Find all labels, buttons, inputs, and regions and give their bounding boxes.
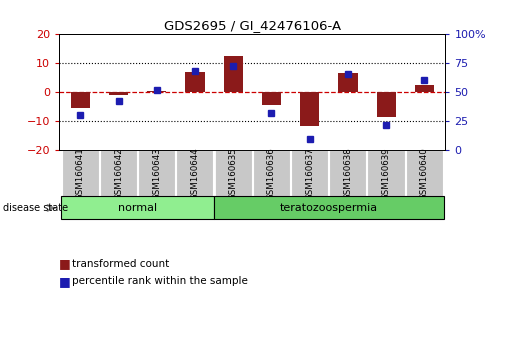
Bar [214,196,443,219]
Bar [300,92,319,126]
Bar [176,150,213,196]
Bar [214,150,252,196]
Bar [329,150,366,196]
Text: normal: normal [118,203,157,213]
Text: ■: ■ [59,257,71,270]
Bar [100,150,137,196]
Text: GSM160642: GSM160642 [114,147,123,200]
Bar [224,56,243,92]
Bar [147,91,166,92]
Bar [61,196,214,219]
Text: GSM160637: GSM160637 [305,147,314,200]
Bar [61,150,98,196]
Text: percentile rank within the sample: percentile rank within the sample [72,276,248,286]
Text: GSM160641: GSM160641 [76,147,85,200]
Bar [291,150,328,196]
Text: GSM160640: GSM160640 [420,147,429,200]
Bar [415,85,434,92]
Text: ■: ■ [59,275,71,288]
Text: GSM160644: GSM160644 [191,147,199,200]
Bar [253,150,290,196]
Text: transformed count: transformed count [72,259,169,269]
Bar [109,92,128,95]
Bar [376,92,396,117]
Bar [138,150,175,196]
Text: GSM160639: GSM160639 [382,147,391,200]
Text: GSM160643: GSM160643 [152,147,161,200]
Title: GDS2695 / GI_42476106-A: GDS2695 / GI_42476106-A [164,19,341,33]
Bar [71,92,90,108]
Text: GSM160635: GSM160635 [229,147,238,200]
Bar [262,92,281,105]
Bar [185,72,204,92]
Text: teratozoospermia: teratozoospermia [280,203,378,213]
Text: GSM160636: GSM160636 [267,147,276,200]
Text: GSM160638: GSM160638 [344,147,352,200]
Bar [406,150,443,196]
Bar [338,73,357,92]
Bar [368,150,405,196]
Text: disease state: disease state [3,203,67,213]
